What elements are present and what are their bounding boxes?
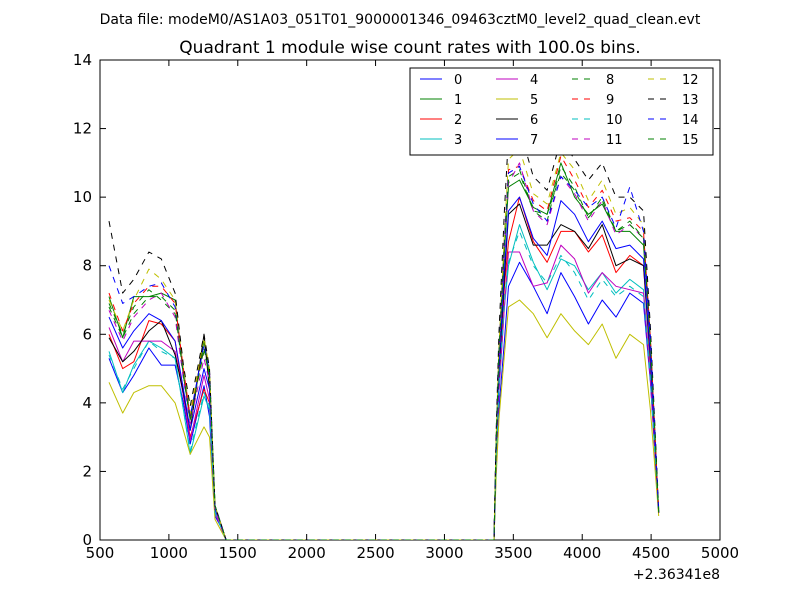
x-tick-label: 500: [86, 544, 115, 562]
x-tick-label: 5000: [701, 544, 739, 562]
x-tick-label: 4500: [632, 544, 670, 562]
legend-box: [409, 67, 714, 156]
legend-label: 13: [682, 93, 699, 108]
legend-label: 6: [530, 113, 538, 128]
legend-label: 10: [606, 113, 623, 128]
legend-label: 11: [606, 133, 623, 148]
series-line-12: [108, 148, 660, 540]
y-tick-label: 2: [82, 462, 92, 480]
legend-label: 0: [454, 73, 462, 88]
legend-label: 1: [454, 93, 462, 108]
x-tick-label: 1000: [150, 544, 188, 562]
legend-label: 2: [454, 113, 462, 128]
legend-label: 12: [682, 73, 699, 88]
data-file-label: Data file: modeM0/AS1A03_051T01_90000013…: [100, 12, 701, 28]
x-tick-label: 1500: [219, 544, 257, 562]
series-lines: [108, 128, 660, 540]
y-tick-label: 0: [82, 531, 92, 549]
x-offset-label: +2.36341e8: [633, 567, 720, 583]
legend-label: 4: [530, 73, 538, 88]
x-tick-label: 2500: [356, 544, 394, 562]
legend-label: 15: [682, 133, 699, 148]
legend-label: 14: [682, 113, 699, 128]
plot-area: 500 1000 1500 2000 2500 3000 3500 4000 4500 5000 0…: [73, 51, 739, 562]
x-tick-label: 3500: [494, 544, 532, 562]
series-line-8: [108, 165, 660, 540]
y-tick-label: 14: [73, 51, 92, 69]
legend-label: 5: [530, 93, 538, 108]
y-tick-label: 12: [73, 120, 92, 138]
x-tick-label: 3000: [425, 544, 463, 562]
legend-label: 8: [606, 73, 614, 88]
y-tick-label: 6: [82, 325, 92, 343]
legend-label: 3: [454, 133, 462, 148]
y-tick-label: 10: [73, 188, 92, 206]
legend-label: 9: [606, 93, 614, 108]
x-tick-label: 2000: [288, 544, 326, 562]
y-tick-label: 8: [82, 257, 92, 275]
chart-title: Quadrant 1 module wise count rates with …: [179, 38, 640, 58]
y-tick-label: 4: [82, 394, 92, 412]
series-line-15: [108, 172, 660, 540]
legend-label: 7: [530, 133, 538, 148]
x-tick-label: 4000: [563, 544, 601, 562]
series-line-13: [108, 128, 660, 540]
